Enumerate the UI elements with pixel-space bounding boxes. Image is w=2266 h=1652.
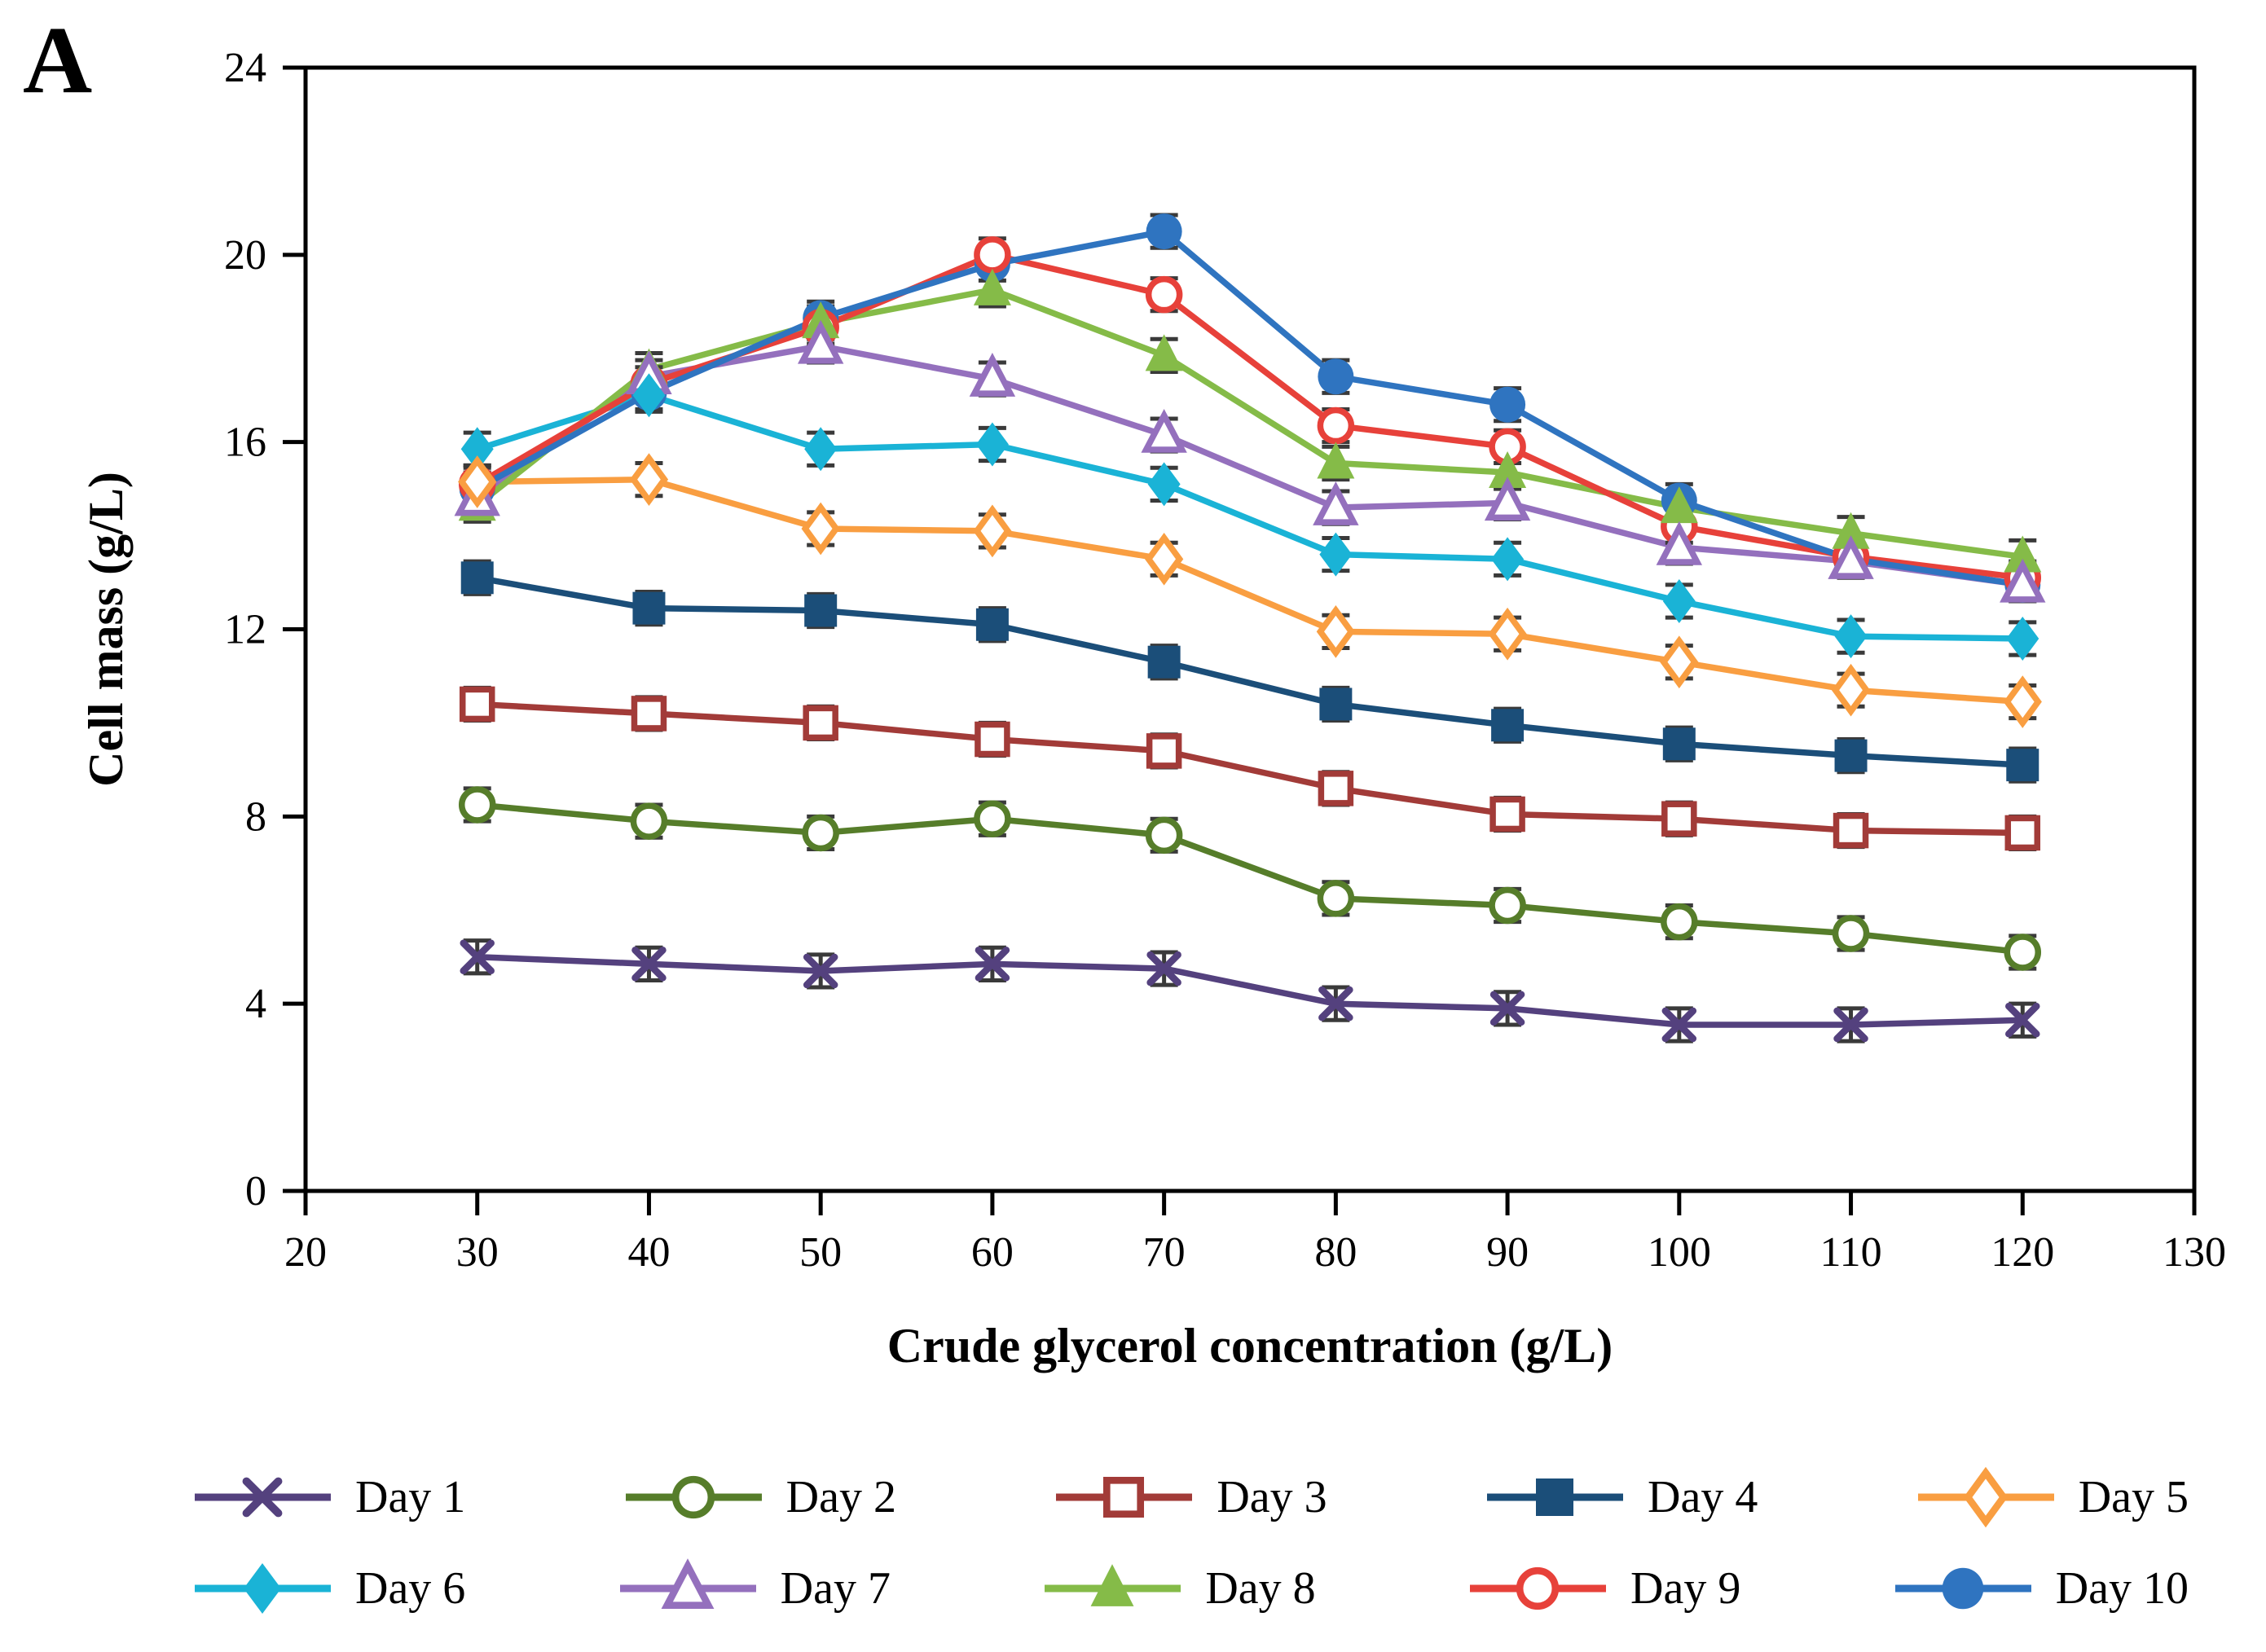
y-tick-label: 20 xyxy=(224,232,266,279)
legend-item-label: Day 5 xyxy=(2078,1472,2189,1522)
x-tick-label: 90 xyxy=(1486,1229,1529,1276)
legend-item-label: Day 6 xyxy=(355,1563,466,1614)
legend-marker-diamond-filled-icon xyxy=(195,1562,331,1615)
x-tick-label: 60 xyxy=(971,1229,1014,1276)
legend-item-day-8: Day 8 xyxy=(1041,1557,1316,1620)
y-tick-label: 4 xyxy=(245,981,266,1027)
legend-marker-triangle-open-icon xyxy=(619,1558,756,1610)
x-tick-label: 30 xyxy=(456,1229,499,1276)
legend-item-day-4: Day 4 xyxy=(1484,1465,1758,1529)
legend-marker-square-filled-icon xyxy=(1487,1478,1624,1516)
series-line-day-4 xyxy=(477,574,2023,768)
y-tick-label: 12 xyxy=(224,607,266,653)
legend-row-2: Day 6 Day 7 Day 8 Day 9 Day 10 xyxy=(191,1543,2189,1634)
y-tick-label: 8 xyxy=(245,793,266,840)
x-tick-label: 20 xyxy=(284,1229,327,1276)
series-line-day-8 xyxy=(475,287,2023,560)
legend-item-label: Day 2 xyxy=(785,1472,896,1522)
series-markers-day-3 xyxy=(459,686,2041,851)
series-markers-day-4 xyxy=(460,561,2039,782)
series-markers-day-6 xyxy=(460,373,2039,661)
legend-item-day-7: Day 7 xyxy=(617,1557,891,1620)
x-tick-label: 80 xyxy=(1314,1229,1357,1276)
legend-row-1: Day 1 Day 2 Day 3 Day 4 Day 5 xyxy=(191,1452,2189,1543)
y-tick-label: 24 xyxy=(224,45,266,91)
series-line-day-3 xyxy=(477,701,2023,837)
legend-item-label: Day 7 xyxy=(780,1563,891,1614)
legend-item-day-9: Day 9 xyxy=(1467,1557,1740,1620)
y-tick-label: 16 xyxy=(224,420,266,466)
legend-item-day-6: Day 6 xyxy=(191,1557,465,1620)
error-bars-day-2 xyxy=(463,786,2037,971)
series-line-day-2 xyxy=(477,802,2023,956)
y-tick-label: 0 xyxy=(245,1168,266,1215)
legend-marker-diamond-open-icon xyxy=(1917,1466,2054,1528)
legend-item-day-2: Day 2 xyxy=(623,1465,896,1529)
cell-mass-line-chart: 0 4 8 12 16 20 24 20 30 40 50 60 70 80 9… xyxy=(79,45,2226,1373)
legend-item-label: Day 1 xyxy=(355,1472,466,1522)
chart-legend: Day 1 Day 2 Day 3 Day 4 Day 5 xyxy=(191,1452,2189,1634)
x-tick-label: 70 xyxy=(1143,1229,1186,1276)
series-line-day-5 xyxy=(477,476,2023,705)
legend-item-label: Day 4 xyxy=(1648,1472,1758,1522)
series-markers-day-1 xyxy=(460,939,2040,1043)
legend-item-day-5: Day 5 xyxy=(1915,1465,2189,1529)
x-tick-label: 40 xyxy=(627,1229,670,1276)
legend-item-label: Day 10 xyxy=(2055,1563,2189,1614)
legend-marker-triangle-filled-icon xyxy=(1045,1564,1181,1606)
legend-marker-square-open-icon xyxy=(1056,1476,1193,1518)
legend-item-day-10: Day 10 xyxy=(1892,1557,2189,1620)
series-markers-day-2 xyxy=(458,786,2042,971)
legend-marker-circle-open-icon xyxy=(625,1475,762,1519)
series-line-day-6 xyxy=(476,392,2023,642)
series-markers-day-5 xyxy=(458,453,2042,728)
legend-marker-circle-filled-icon xyxy=(1894,1567,2031,1610)
legend-item-day-1: Day 1 xyxy=(191,1465,465,1529)
series-line-day-1 xyxy=(477,953,2023,1028)
x-tick-label: 130 xyxy=(2163,1229,2226,1276)
legend-item-label: Day 8 xyxy=(1205,1563,1316,1614)
x-tick-label: 100 xyxy=(1648,1229,1711,1276)
x-tick-label: 120 xyxy=(1991,1229,2054,1276)
series-line-day-10 xyxy=(475,228,2023,588)
x-tick-label: 110 xyxy=(1820,1229,1882,1276)
legend-item-label: Day 3 xyxy=(1217,1472,1327,1522)
legend-item-day-3: Day 3 xyxy=(1053,1465,1327,1529)
y-axis-title: Cell mass (g/L) xyxy=(79,472,133,787)
panel-label: A xyxy=(23,7,93,113)
series-line-day-7 xyxy=(475,343,2023,588)
legend-item-label: Day 9 xyxy=(1630,1563,1741,1614)
x-axis-title: Crude glycerol concentration (g/L) xyxy=(887,1319,1613,1373)
x-tick-label: 50 xyxy=(799,1229,842,1276)
legend-marker-x-icon xyxy=(195,1477,331,1518)
legend-marker-circle-open-icon xyxy=(1470,1566,1607,1610)
